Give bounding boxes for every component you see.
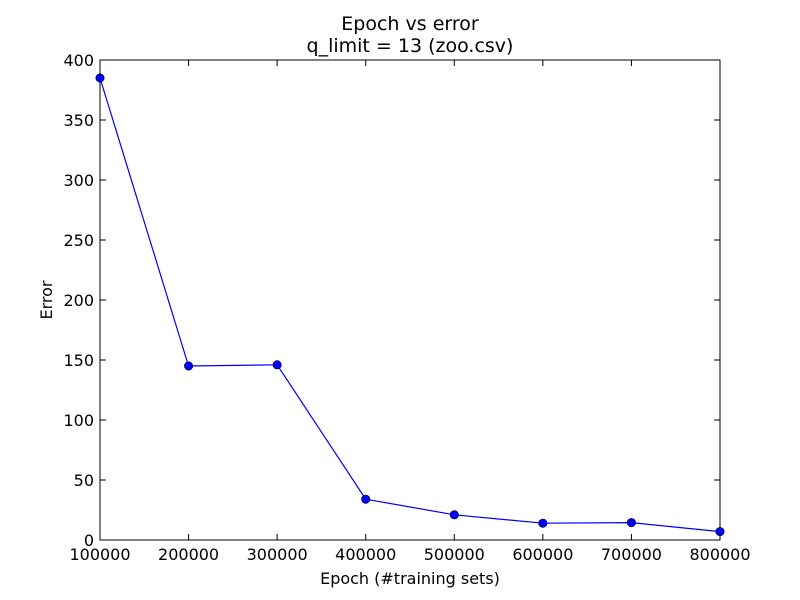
chart-subtitle: q_limit = 13 (zoo.csv) <box>307 35 514 57</box>
y-tick-label: 350 <box>63 111 94 130</box>
y-tick-label: 100 <box>63 411 94 430</box>
y-tick-label: 400 <box>63 51 94 70</box>
series-line <box>99 77 721 533</box>
x-tick-label: 800000 <box>689 545 750 564</box>
data-point <box>715 527 725 537</box>
chart-title: Epoch vs error <box>341 13 479 35</box>
y-tick-label: 300 <box>63 171 94 190</box>
y-tick-label: 50 <box>74 471 94 490</box>
plot-area: 100000 200000 300000 400000 500000 600000 7000… <box>63 51 750 564</box>
x-tick-label: 100000 <box>69 545 130 564</box>
data-point <box>449 510 459 520</box>
y-axis-label: Error <box>37 280 56 319</box>
y-tick-label: 150 <box>63 351 94 370</box>
data-series <box>95 73 725 537</box>
data-point <box>272 360 282 370</box>
y-tick-label: 0 <box>84 531 94 550</box>
y-tick-label: 250 <box>63 231 94 250</box>
data-point <box>361 494 371 504</box>
data-point <box>95 73 105 83</box>
data-point <box>538 518 548 528</box>
x-tick-label: 300000 <box>247 545 308 564</box>
x-axis-label: Epoch (#training sets) <box>320 569 500 588</box>
x-tick-label: 400000 <box>335 545 396 564</box>
axis-ticks: 100000 200000 300000 400000 500000 600000 7000… <box>63 51 750 564</box>
x-tick-label: 600000 <box>512 545 573 564</box>
x-tick-label: 700000 <box>601 545 662 564</box>
x-tick-label: 500000 <box>424 545 485 564</box>
data-point <box>184 361 194 371</box>
x-tick-label: 200000 <box>158 545 219 564</box>
data-point <box>626 518 636 528</box>
y-tick-label: 200 <box>63 291 94 310</box>
plot-frame <box>99 59 721 541</box>
